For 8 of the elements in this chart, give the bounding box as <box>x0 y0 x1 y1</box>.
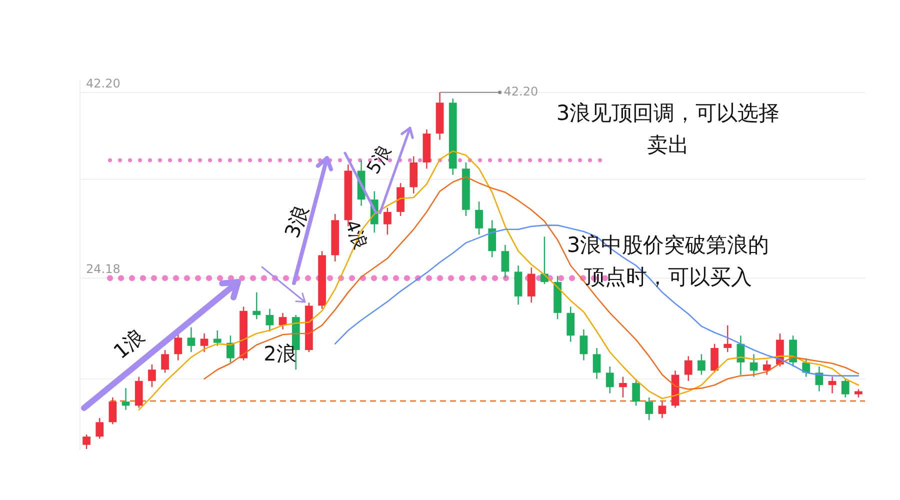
annotation: 1浪 <box>108 324 150 364</box>
y-tick-label: 24.18 <box>86 262 120 276</box>
annotation: 5浪 <box>363 142 396 178</box>
annotation: 2浪 <box>264 341 296 366</box>
annotation: 3浪 <box>280 202 314 241</box>
annotation: 4浪 <box>340 217 370 252</box>
annotation: 42.20 <box>504 84 538 99</box>
annotation: 3浪见顶回调，可以选择卖出 <box>556 101 780 157</box>
